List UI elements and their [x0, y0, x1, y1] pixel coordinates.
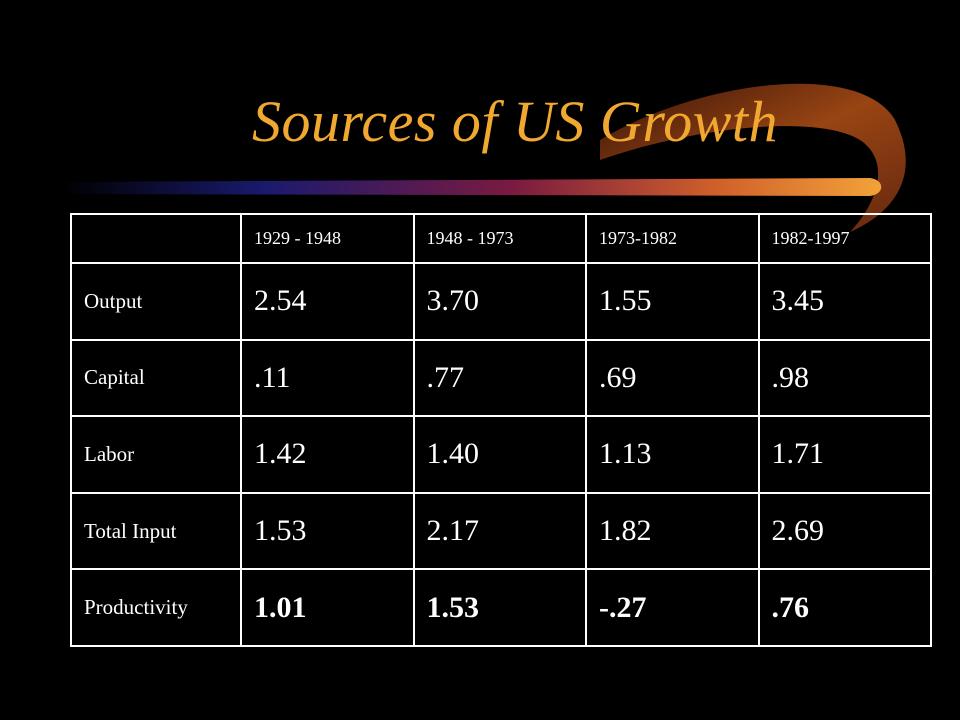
- table-row-output: Output 2.54 3.70 1.55 3.45: [70, 261, 932, 341]
- growth-table: 1929 - 1948 1948 - 1973 1973-1982 1982-1…: [70, 213, 932, 647]
- column-header: 1948 - 1973: [412, 213, 587, 264]
- table-cell: 1.53: [412, 568, 587, 647]
- table-cell: 1.42: [240, 415, 415, 494]
- row-label: Labor: [70, 415, 242, 494]
- table-cell: 1.55: [585, 261, 760, 341]
- table-row-total-input: Total Input 1.53 2.17 1.82 2.69: [70, 491, 932, 571]
- table-cell: 2.17: [412, 491, 587, 571]
- table-cell: 1.01: [240, 568, 415, 647]
- column-header: 1982-1997: [757, 213, 932, 264]
- row-label: Total Input: [70, 491, 242, 571]
- column-header: 1973-1982: [585, 213, 760, 264]
- row-label: Productivity: [70, 568, 242, 647]
- table-cell: 1.82: [585, 491, 760, 571]
- table-cell: 3.45: [757, 261, 932, 341]
- column-header: 1929 - 1948: [240, 213, 415, 264]
- table-cell: 1.53: [240, 491, 415, 571]
- table-cell: 1.40: [412, 415, 587, 494]
- table-cell: 1.71: [757, 415, 932, 494]
- header-corner-cell: [70, 213, 242, 264]
- table-cell: .69: [585, 338, 760, 418]
- table-cell: -.27: [585, 568, 760, 647]
- table-cell: 3.70: [412, 261, 587, 341]
- table-header-row: 1929 - 1948 1948 - 1973 1973-1982 1982-1…: [70, 213, 932, 264]
- table-row-labor: Labor 1.42 1.40 1.13 1.71: [70, 415, 932, 494]
- table-cell: .98: [757, 338, 932, 418]
- table-row-productivity: Productivity 1.01 1.53 -.27 .76: [70, 568, 932, 647]
- table-cell: .77: [412, 338, 587, 418]
- row-label: Output: [70, 261, 242, 341]
- row-label: Capital: [70, 338, 242, 418]
- table-cell: 2.54: [240, 261, 415, 341]
- table-cell: 2.69: [757, 491, 932, 571]
- slide-title: Sources of US Growth: [251, 89, 779, 154]
- table-cell: 1.13: [585, 415, 760, 494]
- table-cell: .76: [757, 568, 932, 647]
- table-row-capital: Capital .11 .77 .69 .98: [70, 338, 932, 418]
- table-cell: .11: [240, 338, 415, 418]
